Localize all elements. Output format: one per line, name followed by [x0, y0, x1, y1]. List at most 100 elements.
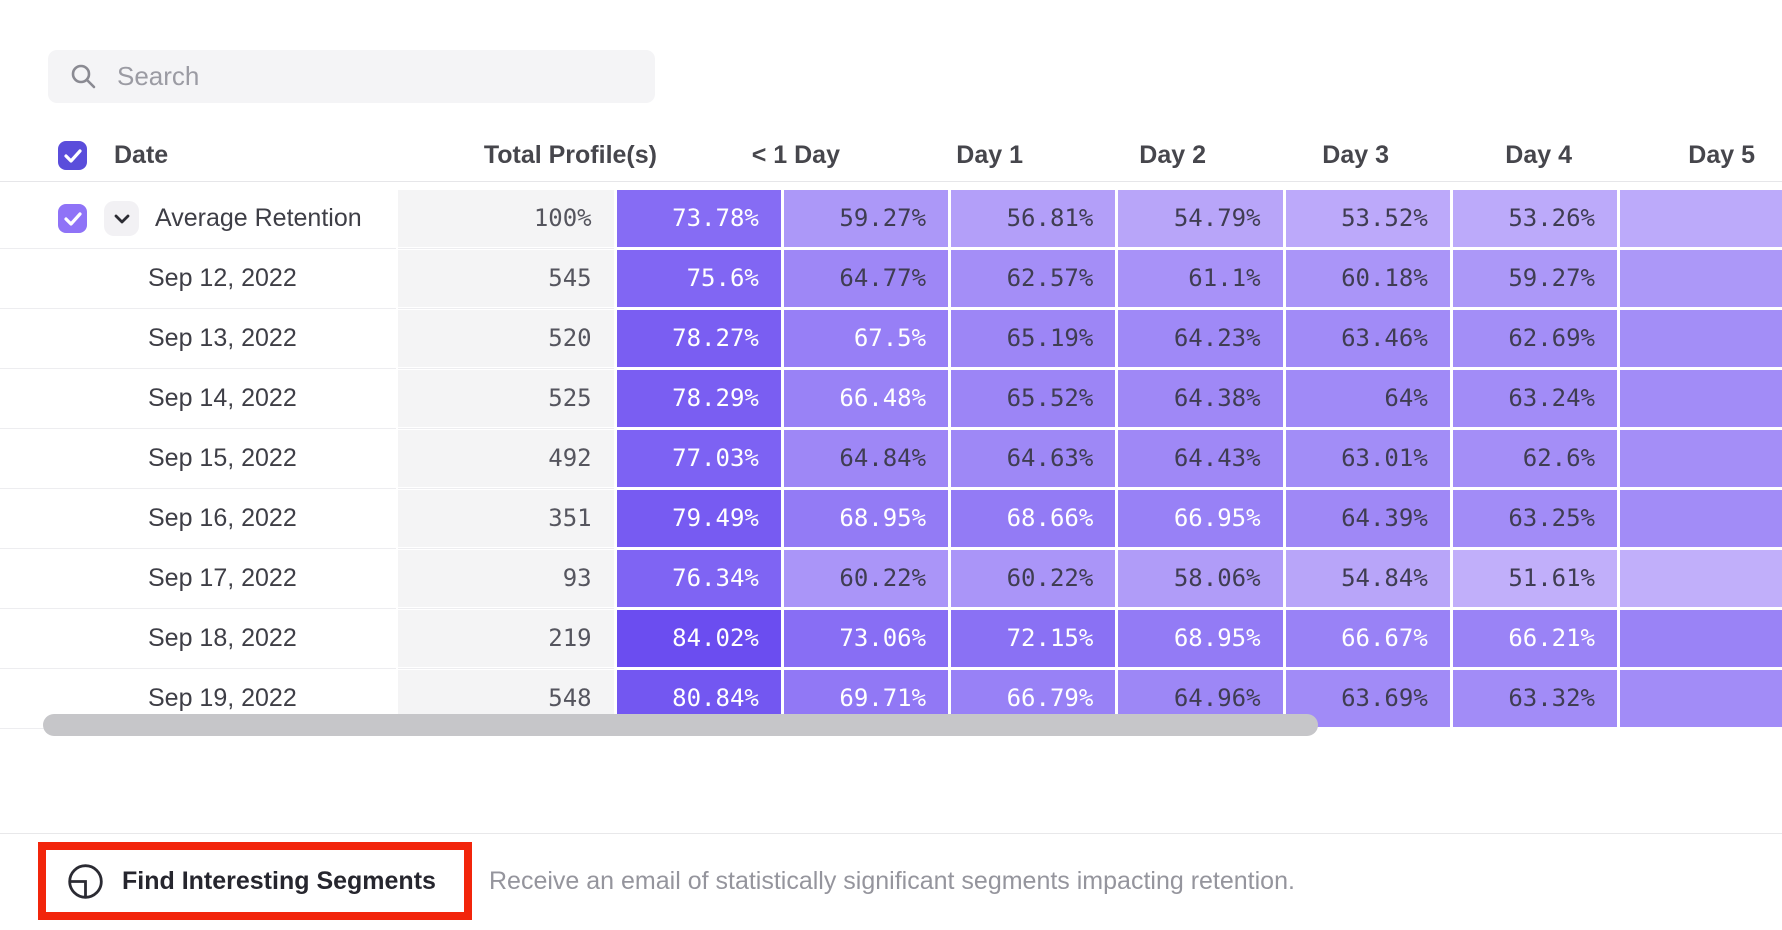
row-checkbox[interactable] [58, 204, 87, 233]
retention-cell[interactable]: 75.6% [616, 250, 781, 307]
column-header-label: Date [114, 141, 169, 169]
retention-cell[interactable]: 63.01% [1285, 430, 1450, 487]
column-header-day5: Day 5 [1688, 141, 1755, 169]
retention-cell[interactable]: 62.57% [951, 250, 1116, 307]
retention-cell[interactable]: 56.81% [951, 190, 1116, 247]
row-header-cell: Sep 18, 2022 [0, 610, 397, 669]
retention-cell[interactable]: 77.03% [616, 430, 781, 487]
retention-cell[interactable]: 64.38% [1118, 370, 1283, 427]
retention-cell[interactable]: 59.27% [783, 190, 949, 247]
find-interesting-segments-button[interactable]: Find Interesting Segments [38, 842, 472, 920]
total-profiles-cell: 525 [398, 370, 614, 429]
table-row: Sep 14, 2022 525 78.29% 66.48% 65.52% 64.38% 6… [0, 370, 1782, 429]
table-header-row: Date Total Profile(s) < 1 Day Day 1 Day … [0, 130, 1782, 181]
row-label: Sep 19, 2022 [148, 684, 297, 712]
retention-cell[interactable]: 73.06% [783, 610, 949, 667]
row-label: Sep 18, 2022 [148, 624, 297, 652]
retention-cell[interactable]: 64.77% [783, 250, 949, 307]
total-profiles-cell: 520 [398, 310, 614, 369]
total-profiles-cell: 219 [398, 610, 614, 669]
table-row: Sep 12, 2022 545 75.6% 64.77% 62.57% 61.1% 60.… [0, 250, 1782, 309]
retention-cell[interactable]: 62.6% [1452, 430, 1618, 487]
retention-cell[interactable]: 66.67% [1285, 610, 1450, 667]
retention-cell-clipped[interactable] [1620, 370, 1782, 427]
retention-cell[interactable]: 65.19% [951, 310, 1116, 367]
retention-cell[interactable]: 63.25% [1452, 490, 1618, 547]
retention-cell[interactable]: 73.78% [616, 190, 781, 247]
retention-cell[interactable]: 64.84% [783, 430, 949, 487]
footer-description: Receive an email of statistically signif… [489, 866, 1295, 895]
total-profiles-cell: 93 [398, 550, 614, 609]
retention-cell-clipped[interactable] [1620, 610, 1782, 667]
retention-cell-clipped[interactable] [1620, 670, 1782, 727]
retention-cell[interactable]: 66.21% [1452, 610, 1618, 667]
footer-divider [0, 833, 1782, 834]
column-header-day3: Day 3 [1322, 141, 1389, 169]
retention-cell[interactable]: 53.52% [1285, 190, 1450, 247]
retention-cell[interactable]: 76.34% [616, 550, 781, 607]
retention-cell[interactable]: 72.15% [951, 610, 1116, 667]
retention-cell[interactable]: 84.02% [616, 610, 781, 667]
retention-cell[interactable]: 51.61% [1452, 550, 1618, 607]
retention-cell[interactable]: 68.95% [783, 490, 949, 547]
horizontal-scrollbar-thumb[interactable] [43, 714, 1318, 736]
search-icon [71, 64, 96, 89]
retention-cell[interactable]: 64.63% [951, 430, 1116, 487]
retention-cell[interactable]: 63.32% [1452, 670, 1618, 727]
retention-cell-clipped[interactable] [1620, 550, 1782, 607]
retention-cell[interactable]: 60.18% [1285, 250, 1450, 307]
retention-cell[interactable]: 59.27% [1452, 250, 1618, 307]
retention-cell[interactable]: 62.69% [1452, 310, 1618, 367]
retention-cell[interactable]: 53.26% [1452, 190, 1618, 247]
retention-cell[interactable]: 64.43% [1118, 430, 1283, 487]
segments-icon [68, 863, 103, 899]
retention-cell[interactable]: 64.39% [1285, 490, 1450, 547]
retention-cell[interactable]: 68.95% [1118, 610, 1283, 667]
retention-cell[interactable]: 64.23% [1118, 310, 1283, 367]
header-divider [0, 181, 1782, 182]
row-header-cell: Sep 16, 2022 [0, 490, 397, 549]
table-row: Sep 16, 2022 351 79.49% 68.95% 68.66% 66.95% 6… [0, 490, 1782, 549]
retention-cell[interactable]: 68.66% [951, 490, 1116, 547]
retention-cell[interactable]: 79.49% [616, 490, 781, 547]
retention-cell[interactable]: 63.24% [1452, 370, 1618, 427]
retention-cell-clipped[interactable] [1620, 310, 1782, 367]
row-label: Sep 16, 2022 [148, 504, 297, 532]
table-row: Sep 15, 2022 492 77.03% 64.84% 64.63% 64.43% 6… [0, 430, 1782, 489]
retention-cell[interactable]: 60.22% [951, 550, 1116, 607]
retention-cell-clipped[interactable] [1620, 490, 1782, 547]
chevron-down-icon [114, 214, 129, 223]
retention-cell[interactable]: 78.27% [616, 310, 781, 367]
row-header-cell: Average Retention [0, 190, 397, 249]
total-profiles-cell: 545 [398, 250, 614, 309]
column-header-day2: Day 2 [1139, 141, 1206, 169]
table-row: Average Retention 100% 73.78% 59.27% 56.81% 5… [0, 190, 1782, 249]
retention-cell[interactable]: 78.29% [616, 370, 781, 427]
retention-cell[interactable]: 66.48% [783, 370, 949, 427]
retention-cell[interactable]: 60.22% [783, 550, 949, 607]
check-icon [63, 211, 82, 226]
retention-cell[interactable]: 61.1% [1118, 250, 1283, 307]
row-label: Sep 13, 2022 [148, 324, 297, 352]
retention-cell[interactable]: 63.46% [1285, 310, 1450, 367]
total-profiles-cell: 351 [398, 490, 614, 549]
retention-cell[interactable]: 54.84% [1285, 550, 1450, 607]
header-cell-date: Date [0, 141, 440, 170]
select-all-checkbox[interactable] [58, 141, 87, 170]
retention-cell[interactable]: 67.5% [783, 310, 949, 367]
retention-cell[interactable]: 65.52% [951, 370, 1116, 427]
retention-cell-clipped[interactable] [1620, 250, 1782, 307]
retention-cell[interactable]: 54.79% [1118, 190, 1283, 247]
retention-cell[interactable]: 66.95% [1118, 490, 1283, 547]
total-profiles-cell: 492 [398, 430, 614, 489]
retention-cell[interactable]: 58.06% [1118, 550, 1283, 607]
retention-cell-clipped[interactable] [1620, 190, 1782, 247]
search-input[interactable] [115, 60, 655, 93]
row-header-cell: Sep 14, 2022 [0, 370, 397, 429]
expand-collapse-button[interactable] [104, 201, 139, 236]
row-header-cell: Sep 12, 2022 [0, 250, 397, 309]
retention-cell-clipped[interactable] [1620, 430, 1782, 487]
retention-cell[interactable]: 64% [1285, 370, 1450, 427]
table-row: Sep 18, 2022 219 84.02% 73.06% 72.15% 68.95% 6… [0, 610, 1782, 669]
row-label: Sep 15, 2022 [148, 444, 297, 472]
